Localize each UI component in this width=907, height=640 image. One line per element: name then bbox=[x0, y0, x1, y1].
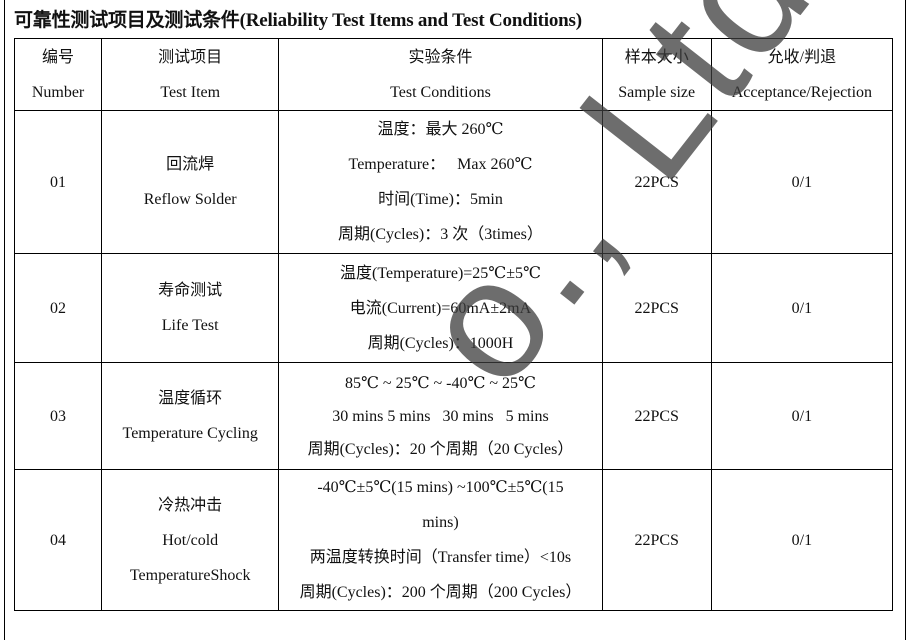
cell-test-item: 冷热冲击 Hot/cold TemperatureShock bbox=[101, 469, 280, 611]
table-row: 04 冷热冲击 Hot/cold TemperatureShock -40℃±5℃(… bbox=[13, 469, 894, 611]
header-en: Test Conditions bbox=[390, 83, 491, 101]
table-row: 02 寿命测试 Life Test 温度(Temperature)=25℃±5℃ 电… bbox=[13, 253, 894, 363]
condition-line: mins) bbox=[422, 514, 459, 531]
condition-line: 两温度转换时间（Transfer time）<10s bbox=[309, 549, 572, 566]
condition-line: 周期(Cycles)：200 个周期（200 Cycles） bbox=[299, 584, 582, 601]
condition-line: Temperature： Max 260℃ bbox=[348, 156, 533, 173]
cell-sample: 22PCS bbox=[601, 469, 712, 611]
cell-sample: 22PCS bbox=[601, 253, 712, 363]
header-cn: 测试项目 bbox=[158, 48, 223, 66]
header-en: Acceptance/Rejection bbox=[731, 83, 873, 101]
item-en: Reflow Solder bbox=[143, 191, 237, 208]
cell-test-item: 寿命测试 Life Test bbox=[101, 253, 280, 363]
header-number: 编号 Number bbox=[13, 38, 103, 111]
cell-sample: 22PCS bbox=[601, 110, 712, 254]
item-en: Temperature Cycling bbox=[122, 425, 258, 442]
header-en: Number bbox=[31, 83, 85, 101]
cell-conditions: 温度：最大 260℃ Temperature： Max 260℃ 时间(Time)：… bbox=[278, 110, 603, 254]
item-cn: 回流焊 bbox=[166, 156, 215, 173]
condition-line: 时间(Time)：5min bbox=[378, 191, 503, 208]
header-cn: 允收/判退 bbox=[767, 48, 837, 66]
cell-accept: 0/1 bbox=[710, 362, 894, 470]
item-cn: 冷热冲击 bbox=[158, 496, 223, 514]
condition-line: 周期(Cycles)：20 个周期（20 Cycles） bbox=[307, 440, 574, 458]
condition-line: 电流(Current)=60mA±2mA bbox=[349, 299, 532, 317]
header-cn: 样本大小 bbox=[624, 48, 689, 66]
cell-conditions: -40℃±5℃(15 mins) ~100℃±5℃(15 mins) 两温度转换时间… bbox=[278, 469, 603, 611]
header-en: Test Item bbox=[160, 83, 221, 101]
cell-conditions: 温度(Temperature)=25℃±5℃ 电流(Current)=60mA±2… bbox=[278, 253, 603, 363]
condition-line: 周期(Cycles)：3 次（3times） bbox=[338, 226, 543, 243]
item-cn: 寿命测试 bbox=[158, 282, 223, 299]
cell-accept: 0/1 bbox=[710, 469, 894, 611]
table-row: 01 回流焊 Reflow Solder 温度：最大 260℃ Temperatur… bbox=[13, 110, 894, 254]
cell-accept: 0/1 bbox=[710, 253, 894, 363]
cell-number: 02 bbox=[13, 253, 103, 363]
condition-line: -40℃±5℃(15 mins) ~100℃±5℃(15 bbox=[317, 479, 564, 496]
condition-line: 温度(Temperature)=25℃±5℃ bbox=[340, 264, 541, 282]
condition-line: 30 mins 5 mins 30 mins 5 mins bbox=[332, 407, 549, 425]
page-title: 可靠性测试项目及测试条件(Reliability Test Items and … bbox=[14, 10, 582, 31]
condition-line: 温度：最大 260℃ bbox=[377, 121, 504, 138]
item-en: Hot/cold bbox=[162, 531, 219, 549]
item-en: TemperatureShock bbox=[129, 566, 251, 584]
table-row: 03 温度循环 Temperature Cycling 85℃ ~ 25℃ ~ -… bbox=[13, 362, 894, 470]
header-sample-size: 样本大小 Sample size bbox=[601, 38, 712, 111]
cell-sample: 22PCS bbox=[601, 362, 712, 470]
cell-number: 01 bbox=[13, 110, 103, 254]
page-frame bbox=[4, 0, 906, 640]
header-test-conditions: 实验条件 Test Conditions bbox=[278, 38, 603, 111]
reliability-table: 编号 Number 测试项目 Test Item 实验条件 Test Conditio… bbox=[13, 38, 894, 611]
header-cn: 实验条件 bbox=[408, 48, 473, 66]
cell-test-item: 温度循环 Temperature Cycling bbox=[101, 362, 280, 470]
header-en: Sample size bbox=[618, 83, 696, 101]
cell-accept: 0/1 bbox=[710, 110, 894, 254]
item-en: Life Test bbox=[161, 317, 219, 334]
cell-test-item: 回流焊 Reflow Solder bbox=[101, 110, 280, 254]
condition-line: 周期(Cycles)：1000H bbox=[367, 334, 514, 352]
header-cn: 编号 bbox=[42, 48, 75, 66]
table-header-row: 编号 Number 测试项目 Test Item 实验条件 Test Conditio… bbox=[13, 38, 894, 111]
condition-line: 85℃ ~ 25℃ ~ -40℃ ~ 25℃ bbox=[345, 374, 536, 392]
header-test-item: 测试项目 Test Item bbox=[101, 38, 280, 111]
cell-number: 04 bbox=[13, 469, 103, 611]
cell-number: 03 bbox=[13, 362, 103, 470]
header-acceptance: 允收/判退 Acceptance/Rejection bbox=[710, 38, 894, 111]
cell-conditions: 85℃ ~ 25℃ ~ -40℃ ~ 25℃ 30 mins 5 mins 30 … bbox=[278, 362, 603, 470]
item-cn: 温度循环 bbox=[158, 390, 223, 407]
